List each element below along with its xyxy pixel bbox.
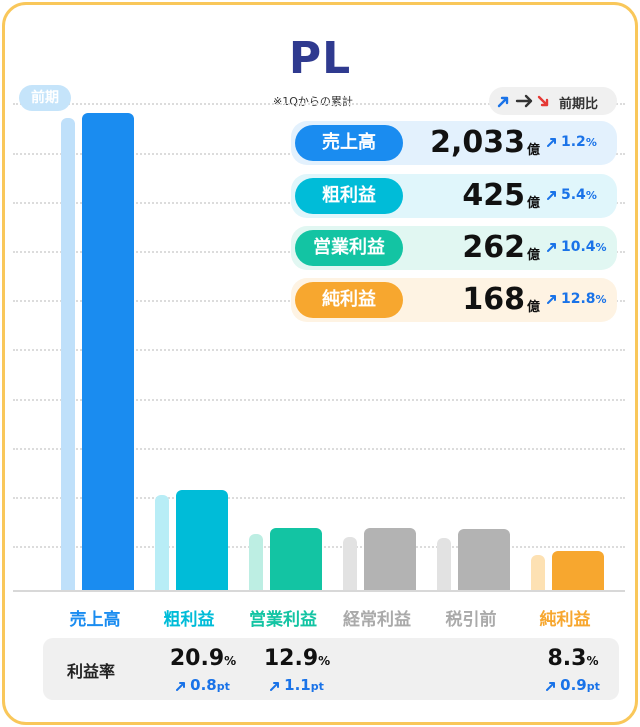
margin-value: 20.9% — [169, 646, 237, 671]
summary-unit: 億 — [527, 196, 541, 211]
margin-value: 8.3% — [547, 646, 599, 671]
summary-row-sales: 売上高 2,033 億 1.2% — [291, 121, 617, 165]
summary-value: 262 — [462, 230, 525, 265]
margin-change: 0.9pt — [523, 676, 623, 694]
margin-rate-panel: 利益率 20.9% 0.8pt 12.9% 1.1pt 8.3% 0.9pt — [43, 638, 619, 700]
summary-unit: 億 — [527, 300, 541, 315]
margin-rate-label: 利益率 — [67, 662, 116, 681]
previous-period-tag: 前期 — [19, 85, 71, 111]
summary-value: 168 — [462, 282, 525, 317]
category-label: 売上高 — [69, 610, 121, 630]
summary-row-operating-profit: 営業利益 262 億 10.4% — [291, 226, 617, 270]
gridline — [13, 448, 625, 450]
chart-subtitle: ※1Qからの累計 — [273, 95, 353, 108]
chart-title: PL — [288, 33, 352, 84]
x-axis-baseline — [13, 590, 625, 592]
current-period-bar — [364, 528, 416, 590]
previous-period-bar — [249, 534, 263, 590]
trend-up-icon — [270, 681, 280, 691]
trend-up-icon — [546, 681, 556, 691]
summary-value: 425 — [462, 178, 525, 213]
summary-change: 10.4% — [547, 239, 607, 255]
summary-unit: 億 — [527, 143, 541, 158]
category-label: 税引前 — [445, 610, 497, 630]
current-period-bar — [176, 490, 228, 590]
previous-period-bar — [61, 118, 75, 590]
margin-change: 0.8pt — [153, 676, 253, 694]
gridline — [13, 399, 625, 401]
previous-period-bar — [343, 537, 357, 590]
current-period-bar — [82, 112, 134, 590]
trend-up-icon — [176, 681, 186, 691]
summary-change: 1.2% — [547, 134, 597, 150]
trend-up-icon — [547, 191, 556, 200]
yoy-legend: 前期比 — [489, 87, 617, 115]
summary-label: 純利益 — [295, 282, 403, 318]
summary-label: 売上高 — [295, 125, 403, 161]
category-label: 経常利益 — [343, 610, 411, 630]
summary-label: 営業利益 — [295, 230, 403, 266]
summary-value: 2,033 — [430, 125, 525, 160]
category-label: 純利益 — [539, 610, 591, 630]
margin-change: 1.1pt — [247, 676, 347, 694]
summary-change: 5.4% — [547, 187, 597, 203]
summary-row-gross-profit: 粗利益 425 億 5.4% — [291, 174, 617, 218]
gridline — [13, 497, 625, 499]
current-period-bar — [458, 528, 510, 590]
category-label: 粗利益 — [163, 610, 215, 630]
summary-label: 粗利益 — [295, 178, 403, 214]
previous-period-bar — [437, 537, 451, 590]
margin-value: 12.9% — [263, 646, 331, 671]
gridline — [13, 349, 625, 351]
trend-up-icon — [547, 295, 556, 304]
gridline — [13, 103, 625, 105]
previous-period-bar — [155, 495, 169, 590]
summary-row-net-profit: 純利益 168 億 12.8% — [291, 278, 617, 322]
current-period-bar — [270, 528, 322, 590]
summary-unit: 億 — [527, 248, 541, 263]
trend-up-icon — [547, 138, 556, 147]
category-label: 営業利益 — [249, 610, 317, 630]
trend-up-icon — [547, 243, 556, 252]
summary-change: 12.8% — [547, 291, 607, 307]
current-period-bar — [552, 550, 604, 590]
yoy-legend-label: 前期比 — [559, 97, 599, 112]
previous-period-bar — [531, 555, 545, 590]
trend-arrows-icon — [497, 94, 549, 108]
